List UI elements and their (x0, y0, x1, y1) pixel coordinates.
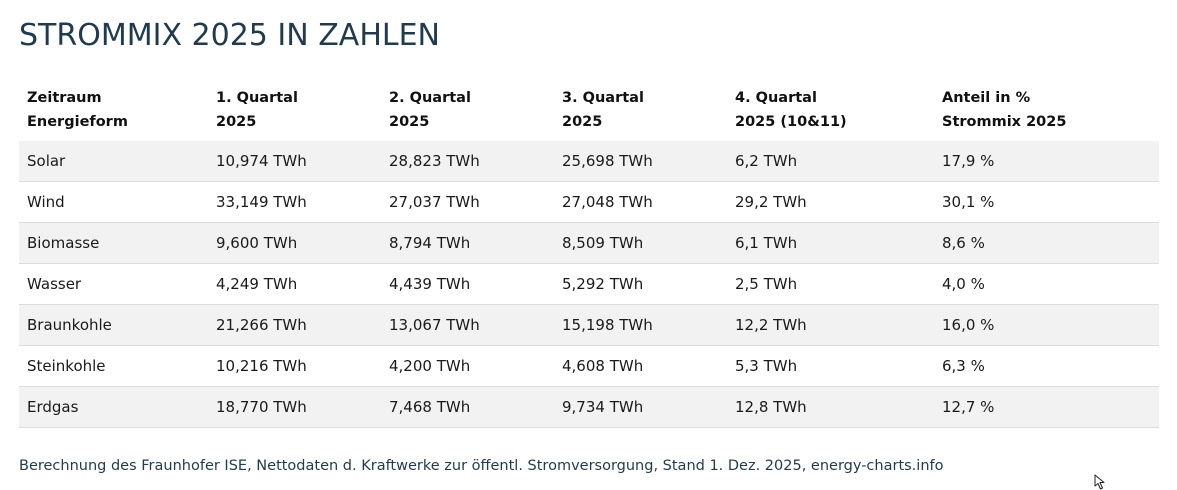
header-q2: 2. Quartal 2025 (381, 84, 554, 141)
cell-q2: 4,439 TWh (381, 263, 554, 305)
cell-q1: 10,974 TWh (208, 141, 381, 182)
table-header: Zeitraum Energieform 1. Quartal 2025 2. … (19, 84, 1159, 141)
cell-energieform: Wind (19, 181, 208, 223)
strommix-table: Zeitraum Energieform 1. Quartal 2025 2. … (19, 84, 1159, 428)
cell-q2: 4,200 TWh (381, 345, 554, 387)
cell-q3: 9,734 TWh (554, 386, 727, 428)
cell-q2: 13,067 TWh (381, 304, 554, 346)
table-row: Braunkohle 21,266 TWh 13,067 TWh 15,198 … (19, 304, 1159, 346)
cell-q3: 25,698 TWh (554, 141, 727, 182)
header-q4: 4. Quartal 2025 (10&11) (727, 84, 934, 141)
cell-q1: 33,149 TWh (208, 181, 381, 223)
cell-energieform: Braunkohle (19, 304, 208, 346)
cell-q2: 7,468 TWh (381, 386, 554, 428)
cell-q4: 2,5 TWh (727, 263, 934, 305)
header-q3: 3. Quartal 2025 (554, 84, 727, 141)
header-row: Zeitraum Energieform 1. Quartal 2025 2. … (19, 84, 1159, 141)
cell-q2: 28,823 TWh (381, 141, 554, 182)
cell-energieform: Steinkohle (19, 345, 208, 387)
cell-anteil: 30,1 % (934, 181, 1159, 223)
cell-q4: 29,2 TWh (727, 181, 934, 223)
header-energieform: Zeitraum Energieform (19, 84, 208, 141)
cell-q2: 27,037 TWh (381, 181, 554, 223)
header-line: Energieform (27, 114, 128, 130)
table-row: Biomasse 9,600 TWh 8,794 TWh 8,509 TWh 6… (19, 222, 1159, 264)
cell-anteil: 16,0 % (934, 304, 1159, 346)
header-line: 2025 (389, 114, 430, 130)
cell-anteil: 6,3 % (934, 345, 1159, 387)
cell-q3: 27,048 TWh (554, 181, 727, 223)
cell-anteil: 12,7 % (934, 386, 1159, 428)
cell-q4: 6,1 TWh (727, 222, 934, 264)
header-line: Anteil in % (942, 90, 1031, 106)
cell-energieform: Biomasse (19, 222, 208, 264)
header-anteil: Anteil in % Strommix 2025 (934, 84, 1159, 141)
cell-q2: 8,794 TWh (381, 222, 554, 264)
cell-q4: 6,2 TWh (727, 141, 934, 182)
cell-q1: 21,266 TWh (208, 304, 381, 346)
header-q1: 1. Quartal 2025 (208, 84, 381, 141)
mouse-pointer-icon (1094, 474, 1105, 490)
cell-anteil: 8,6 % (934, 222, 1159, 264)
cell-q3: 5,292 TWh (554, 263, 727, 305)
header-line: 2025 (216, 114, 257, 130)
cell-q4: 12,2 TWh (727, 304, 934, 346)
header-line: Zeitraum (27, 90, 102, 106)
table-row: Steinkohle 10,216 TWh 4,200 TWh 4,608 TW… (19, 345, 1159, 387)
source-footnote: Berechnung des Fraunhofer ISE, Nettodate… (19, 458, 944, 474)
header-line: 4. Quartal (735, 90, 817, 106)
cell-q1: 4,249 TWh (208, 263, 381, 305)
cell-q4: 12,8 TWh (727, 386, 934, 428)
table-row: Solar 10,974 TWh 28,823 TWh 25,698 TWh 6… (19, 141, 1159, 182)
table-row: Wasser 4,249 TWh 4,439 TWh 5,292 TWh 2,5… (19, 263, 1159, 305)
cell-q3: 8,509 TWh (554, 222, 727, 264)
cell-anteil: 4,0 % (934, 263, 1159, 305)
cell-q3: 15,198 TWh (554, 304, 727, 346)
header-line: 2025 (10&11) (735, 114, 847, 130)
header-line: 1. Quartal (216, 90, 298, 106)
cell-energieform: Solar (19, 141, 208, 182)
cell-q4: 5,3 TWh (727, 345, 934, 387)
cell-energieform: Wasser (19, 263, 208, 305)
table-row: Wind 33,149 TWh 27,037 TWh 27,048 TWh 29… (19, 181, 1159, 223)
header-line: 3. Quartal (562, 90, 644, 106)
page-title: STROMMIX 2025 IN ZAHLEN (19, 18, 440, 53)
header-line: 2. Quartal (389, 90, 471, 106)
table-body: Solar 10,974 TWh 28,823 TWh 25,698 TWh 6… (19, 141, 1159, 428)
table-row: Erdgas 18,770 TWh 7,468 TWh 9,734 TWh 12… (19, 386, 1159, 428)
cell-q1: 10,216 TWh (208, 345, 381, 387)
header-line: 2025 (562, 114, 603, 130)
cell-q1: 9,600 TWh (208, 222, 381, 264)
cell-energieform: Erdgas (19, 386, 208, 428)
header-line: Strommix 2025 (942, 114, 1067, 130)
cell-q3: 4,608 TWh (554, 345, 727, 387)
cell-anteil: 17,9 % (934, 141, 1159, 182)
cell-q1: 18,770 TWh (208, 386, 381, 428)
